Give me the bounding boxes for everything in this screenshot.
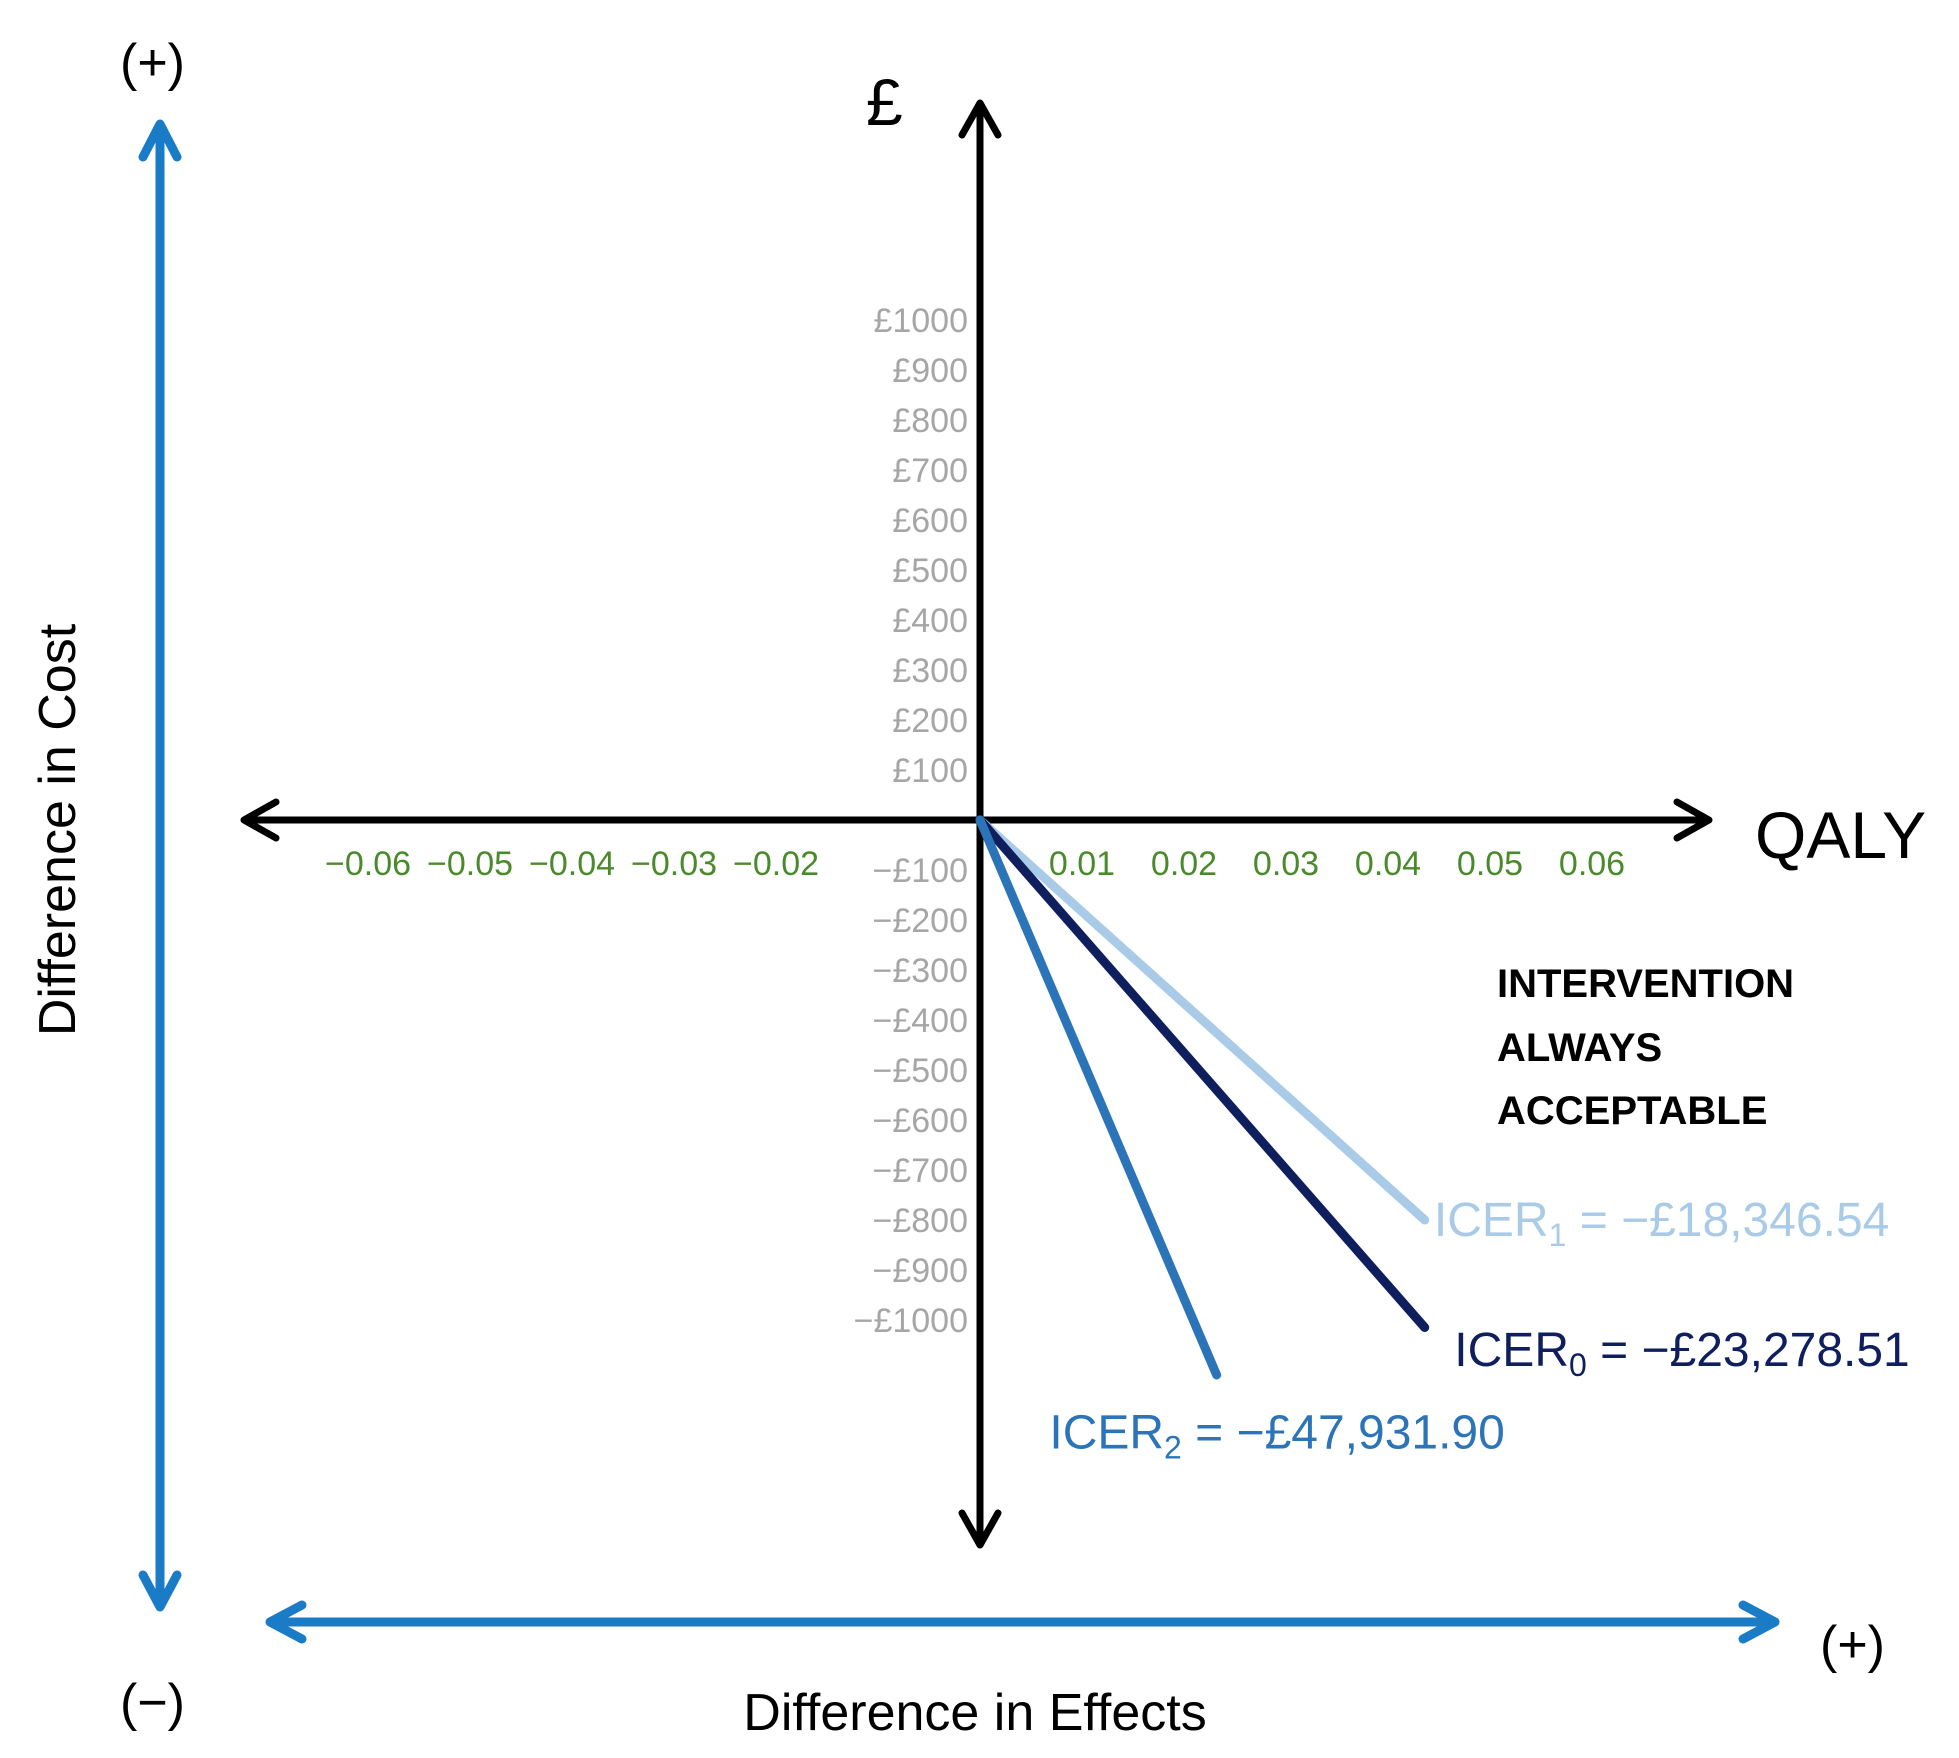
x-tick-labels: −0.06 −0.05 −0.04 −0.03 −0.02 0.01 0.02 0.03 0.0… bbox=[325, 845, 1625, 883]
y-tick-label: −£1000 bbox=[854, 1302, 968, 1340]
y-tick-label: −£900 bbox=[873, 1252, 969, 1290]
effects-arrow-left-head bbox=[265, 1600, 307, 1644]
cost-arrow-down-head bbox=[138, 1570, 182, 1612]
y-tick-label: £400 bbox=[892, 602, 968, 640]
y-unit-label: £ bbox=[866, 65, 903, 139]
x-tick-label: 0.03 bbox=[1253, 845, 1319, 883]
y-axis-down-head bbox=[958, 1509, 1002, 1549]
y-tick-label: £200 bbox=[892, 702, 968, 740]
x-tick-label: −0.03 bbox=[631, 845, 717, 883]
x-tick-label: −0.06 bbox=[325, 845, 411, 883]
x-tick-label: −0.04 bbox=[529, 845, 615, 883]
y-axis-up-head bbox=[958, 99, 1002, 139]
y-tick-label: −£300 bbox=[873, 952, 969, 990]
x-tick-label: −0.05 bbox=[427, 845, 513, 883]
icer-label-base: ICER bbox=[1454, 1324, 1569, 1377]
y-tick-label: £600 bbox=[892, 502, 968, 540]
icer-label-icer1: ICER1 = −£18,346.54 bbox=[1434, 1194, 1889, 1253]
y-tick-label: £100 bbox=[892, 752, 968, 790]
x-tick-label: −0.02 bbox=[733, 845, 819, 883]
icer-label-subscript: 1 bbox=[1549, 1217, 1567, 1253]
icer-label-subscript: 0 bbox=[1569, 1347, 1587, 1383]
y-tick-label: −£700 bbox=[873, 1152, 969, 1190]
x-tick-label: 0.01 bbox=[1049, 845, 1115, 883]
icer-label-subscript: 2 bbox=[1164, 1430, 1182, 1466]
outer-x-title: Difference in Effects bbox=[743, 1684, 1206, 1742]
y-tick-label: £900 bbox=[892, 352, 968, 390]
y-tick-label: −£400 bbox=[873, 1002, 969, 1040]
cost-plus-label: (+) bbox=[120, 34, 185, 92]
verdict-line-2: ALWAYS bbox=[1497, 1026, 1662, 1070]
outer-arrows bbox=[138, 119, 1780, 1644]
icer-label-base: ICER bbox=[1434, 1194, 1549, 1247]
x-tick-label: 0.02 bbox=[1151, 845, 1217, 883]
y-tick-labels: £1000 £900 £800 £700 £600 £500 £400 £300 £200 £10… bbox=[854, 302, 968, 1340]
x-tick-label: 0.06 bbox=[1559, 845, 1625, 883]
verdict-line-1: INTERVENTION bbox=[1497, 962, 1794, 1006]
x-axis-right-head bbox=[1673, 798, 1713, 842]
icer-line-icer1 bbox=[975, 815, 1430, 1225]
y-tick-label: −£500 bbox=[873, 1052, 969, 1090]
icer-line-icer2 bbox=[975, 815, 1222, 1380]
x-axis-left-head bbox=[240, 798, 280, 842]
verdict-line-3: ACCEPTABLE bbox=[1497, 1089, 1767, 1133]
cost-arrow-up-head bbox=[138, 119, 182, 162]
icer-label-icer0: ICER0 = −£23,278.51 bbox=[1454, 1324, 1909, 1383]
y-tick-label: £1000 bbox=[873, 302, 968, 340]
icer-lines bbox=[975, 815, 1430, 1380]
y-tick-label: £700 bbox=[892, 452, 968, 490]
icer-label-base: ICER bbox=[1049, 1407, 1164, 1460]
x-tick-label: 0.04 bbox=[1355, 845, 1421, 883]
y-tick-label: −£200 bbox=[873, 902, 969, 940]
outer-y-title: Difference in Cost bbox=[29, 623, 87, 1036]
effects-arrow-right-head bbox=[1738, 1600, 1780, 1644]
icer-label-value: = −£47,931.90 bbox=[1182, 1407, 1505, 1460]
y-tick-label: £500 bbox=[892, 552, 968, 590]
effects-plus-label: (+) bbox=[1820, 1616, 1885, 1674]
y-tick-label: −£600 bbox=[873, 1102, 969, 1140]
y-tick-label: −£100 bbox=[873, 852, 969, 890]
y-tick-label: £300 bbox=[892, 652, 968, 690]
cost-minus-label: (−) bbox=[120, 1674, 185, 1732]
verdict: INTERVENTION ALWAYS ACCEPTABLE bbox=[1497, 962, 1794, 1133]
icer-label-value: = −£18,346.54 bbox=[1566, 1194, 1889, 1247]
icer-label-value: = −£23,278.51 bbox=[1587, 1324, 1910, 1377]
y-tick-label: −£800 bbox=[873, 1202, 969, 1240]
x-tick-label: 0.05 bbox=[1457, 845, 1523, 883]
icer-label-icer2: ICER2 = −£47,931.90 bbox=[1049, 1407, 1504, 1466]
x-unit-label: QALY bbox=[1755, 798, 1926, 872]
y-tick-label: £800 bbox=[892, 402, 968, 440]
icer-line-icer0 bbox=[975, 815, 1430, 1332]
